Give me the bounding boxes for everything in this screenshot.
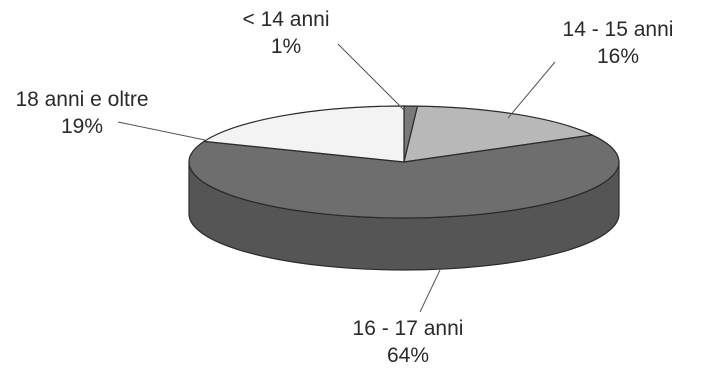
- slice-18plus: [203, 105, 405, 163]
- leader-line-14-15: [507, 61, 556, 119]
- slice-percent-18plus: 19%: [61, 115, 103, 138]
- slice-percent-14-15: 16%: [597, 45, 639, 68]
- slice-label-16-17: 16 - 17 anni: [353, 317, 464, 340]
- slice-label-18plus: 18 anni e oltre: [15, 88, 148, 111]
- pie-slices: [188, 105, 620, 219]
- label-leaders: [117, 43, 556, 313]
- slice-percent-16-17: 64%: [387, 344, 429, 367]
- slice-16-17: [188, 134, 620, 219]
- slice-14-15: [403, 105, 594, 163]
- leader-line-18plus: [117, 121, 206, 141]
- leader-line-lt14: [337, 43, 405, 111]
- slice-label-lt14: < 14 anni: [243, 8, 330, 31]
- slice-percent-lt14: 1%: [271, 35, 301, 58]
- leader-line-16-17: [419, 269, 441, 313]
- slice-label-14-15: 14 - 15 anni: [563, 18, 674, 41]
